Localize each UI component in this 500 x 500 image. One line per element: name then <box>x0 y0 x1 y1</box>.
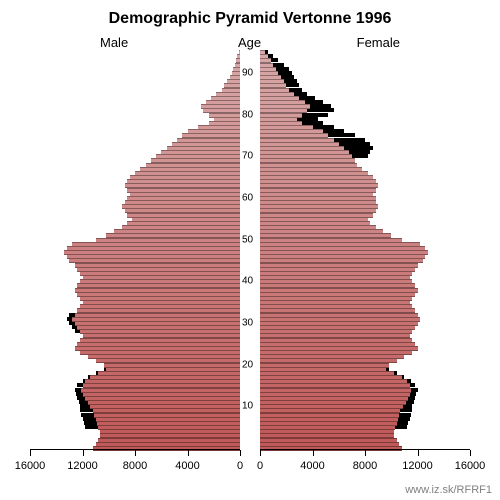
pyramid-chart: Demographic Pyramid Vertonne 1996 Male A… <box>0 0 500 500</box>
y-tick-label: 60 <box>242 192 268 203</box>
x-tick-label: 16000 <box>15 460 46 472</box>
female-label: Female <box>357 35 400 50</box>
x-tick-label: 4000 <box>300 460 324 472</box>
male-label: Male <box>100 35 128 50</box>
y-tick-label: 30 <box>242 317 268 328</box>
y-tick-label: 50 <box>242 234 268 245</box>
y-tick-label: 70 <box>242 151 268 162</box>
x-tick-label: 8000 <box>123 460 147 472</box>
x-tick-label: 8000 <box>353 460 377 472</box>
plot-area: 00400040008000800012000120001600016000 1… <box>30 50 470 450</box>
y-tick-label: 10 <box>242 401 268 412</box>
y-tick-label: 90 <box>242 67 268 78</box>
y-tick-label: 80 <box>242 109 268 120</box>
watermark-text: www.iz.sk/RFRF1 <box>405 484 492 496</box>
x-tick-label: 0 <box>257 460 263 472</box>
x-tick-label: 0 <box>237 460 243 472</box>
x-tick-label: 12000 <box>402 460 433 472</box>
female-bars <box>260 50 470 450</box>
x-tick-label: 16000 <box>455 460 486 472</box>
y-tick-label: 40 <box>242 276 268 287</box>
age-label: Age <box>238 35 261 50</box>
male-bars <box>30 50 240 450</box>
x-tick-label: 12000 <box>67 460 98 472</box>
y-tick-label: 20 <box>242 359 268 370</box>
x-tick-label: 4000 <box>175 460 199 472</box>
chart-title: Demographic Pyramid Vertonne 1996 <box>0 10 500 28</box>
